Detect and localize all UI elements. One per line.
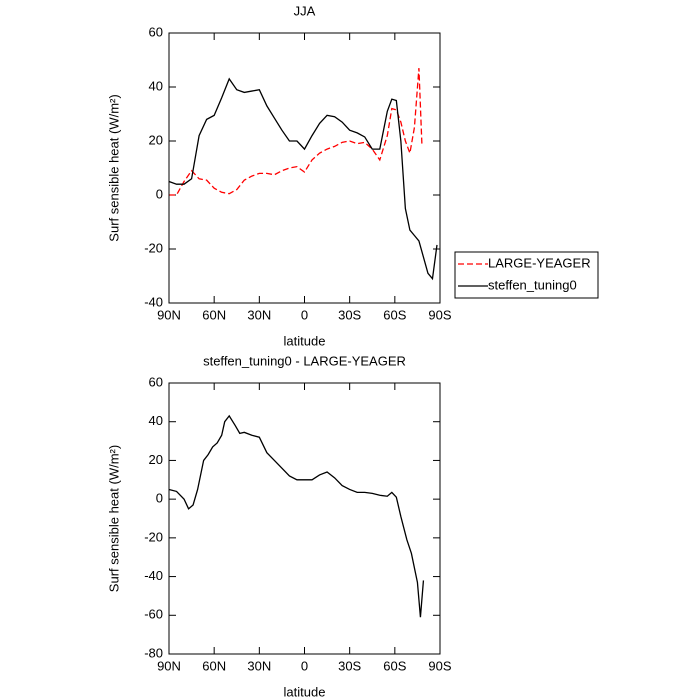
y-tick-label: 60 (149, 374, 163, 389)
x-tick-label: 60S (383, 307, 406, 322)
data-line (168, 77, 438, 281)
y-tick-label: 0 (156, 186, 163, 201)
y-tick-label: -40 (144, 294, 163, 309)
y-tick-label: 40 (149, 413, 163, 428)
x-tick-label: 60S (383, 658, 406, 673)
data-line (169, 68, 423, 196)
data-line (168, 414, 425, 618)
x-axis-label: latitude (284, 684, 326, 699)
y-tick-label: 60 (149, 24, 163, 39)
x-tick-label: 90N (157, 307, 181, 322)
y-tick-label: 20 (149, 452, 163, 467)
x-tick-label: 90S (428, 658, 451, 673)
x-tick-label: 30S (338, 658, 361, 673)
x-tick-label: 90N (157, 658, 181, 673)
x-tick-label: 0 (301, 658, 308, 673)
x-tick-label: 90S (428, 307, 451, 322)
x-tick-label: 60N (202, 307, 226, 322)
x-tick-label: 30S (338, 307, 361, 322)
y-tick-label: -80 (144, 645, 163, 660)
y-tick-label: -60 (144, 607, 163, 622)
legend-box (454, 251, 599, 299)
x-tick-label: 30N (247, 307, 271, 322)
y-tick-label: -20 (144, 529, 163, 544)
legend-label: LARGE-YEAGER (488, 255, 591, 270)
x-tick-label: 60N (202, 658, 226, 673)
plot-frame (168, 382, 441, 655)
legend-label: steffen_tuning0 (488, 277, 577, 292)
y-tick-label: 0 (156, 491, 163, 506)
y-tick-label: 40 (149, 78, 163, 93)
y-axis-label: Surf sensible heat (W/m²) (106, 445, 121, 592)
chart-title: steffen_tuning0 - LARGE-YEAGER (203, 353, 406, 368)
chart-title: JJA (294, 3, 316, 18)
y-tick-label: -20 (144, 240, 163, 255)
y-axis-label: Surf sensible heat (W/m²) (106, 94, 121, 241)
y-tick-label: 20 (149, 132, 163, 147)
x-axis-label: latitude (284, 333, 326, 348)
plot-frame (168, 32, 441, 304)
x-tick-label: 0 (301, 307, 308, 322)
x-tick-label: 30N (247, 658, 271, 673)
y-tick-label: -40 (144, 568, 163, 583)
